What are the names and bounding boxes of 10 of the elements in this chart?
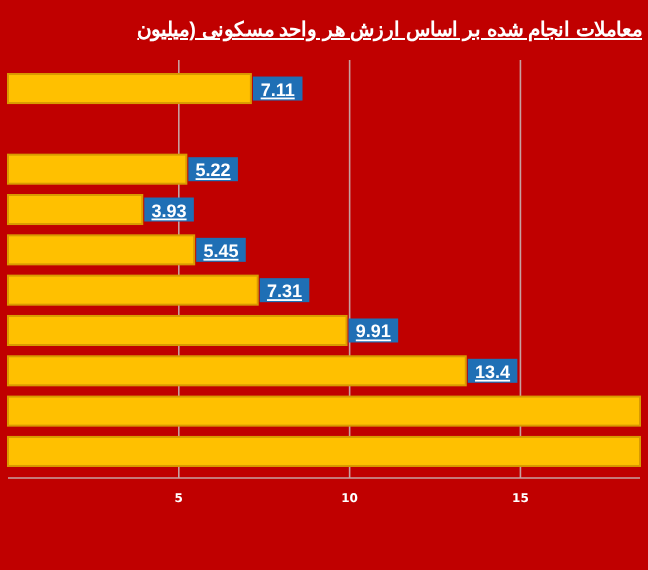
- bar: [7, 395, 641, 427]
- data-label: 3.93: [151, 200, 187, 221]
- data-label: 7.11: [260, 79, 295, 100]
- data-label: 9.91: [355, 321, 391, 342]
- chart-title: معاملات انجام شده بر اساس ارزش هر واحد مسکونی (میلیون: [137, 20, 642, 42]
- bar: [7, 435, 641, 467]
- data-label: 13.4: [475, 361, 511, 382]
- data-label: 5.22: [195, 160, 231, 181]
- data-label: 7.31: [266, 281, 303, 302]
- data-label: 5.45: [203, 240, 239, 261]
